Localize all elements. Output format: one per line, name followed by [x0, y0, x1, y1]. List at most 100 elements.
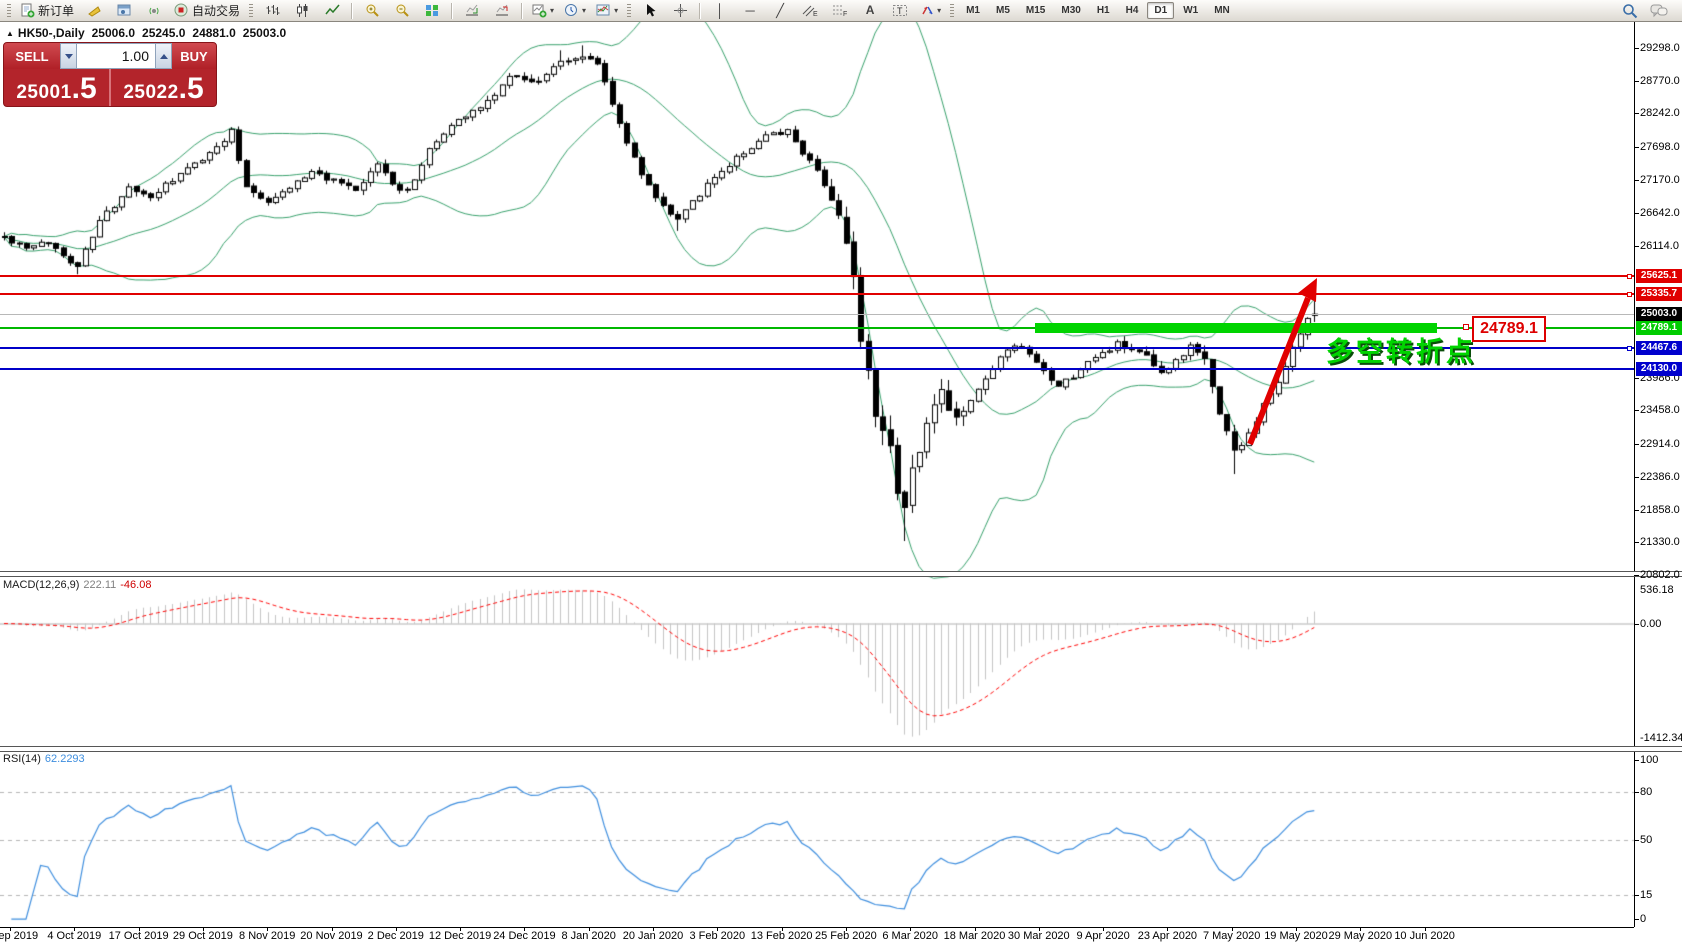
timeframe-m15[interactable]: M15 — [1025, 5, 1046, 16]
vertical-line-tool[interactable]: │ — [706, 0, 734, 22]
timeframe-m5[interactable]: M5 — [996, 5, 1010, 16]
auto-trading-button[interactable]: 自动交易 — [170, 0, 244, 22]
price-level-line[interactable] — [0, 326, 1634, 329]
level-anchor-marker[interactable] — [1627, 291, 1632, 297]
date-axis-label: 29 May 2020 — [1328, 930, 1393, 942]
templates-button[interactable]: ▾ — [592, 0, 622, 22]
auto-trading-label: 自动交易 — [192, 4, 241, 18]
date-axis-label: 18 Mar 2020 — [943, 930, 1006, 942]
crosshair-tool-button[interactable] — [666, 0, 694, 22]
level-anchor-marker[interactable] — [1627, 273, 1632, 279]
arrows-tool[interactable]: ▾ — [916, 0, 945, 22]
chart-shift-button[interactable] — [488, 0, 516, 22]
text-icon: A — [865, 3, 875, 17]
pane-separator[interactable] — [0, 746, 1682, 752]
timeframe-h4[interactable]: H4 — [1125, 5, 1139, 16]
horizontal-line-tool[interactable]: ─ — [736, 0, 764, 22]
price-axis-label: 28770.0 — [1640, 74, 1680, 87]
fibonacci-icon: F — [833, 5, 847, 18]
sell-button[interactable]: SELL — [4, 43, 60, 69]
indicators-button[interactable]: ▾ — [528, 0, 558, 22]
timeframe-m1[interactable]: M1 — [966, 5, 980, 16]
text-label-tool[interactable]: T — [886, 0, 914, 22]
date-axis-label: 20 Nov 2019 — [300, 930, 363, 942]
price-axis-label: 26114.0 — [1640, 239, 1679, 252]
search-icon[interactable] — [1622, 3, 1638, 19]
line-chart-button[interactable] — [318, 0, 346, 22]
timeframe-h1[interactable]: H1 — [1096, 5, 1110, 16]
chart-title[interactable]: ▲ HK50-,Daily 25006.0 25245.0 24881.0 25003.0 — [6, 26, 293, 40]
zoom-in-icon — [366, 4, 379, 17]
new-order-button[interactable]: 新订单 — [16, 0, 78, 22]
timeframe-w1[interactable]: W1 — [1183, 5, 1199, 16]
symbol-period-label: HK50-,Daily — [17, 26, 85, 40]
fibonacci-tool[interactable]: F — [826, 0, 854, 22]
price-level-line[interactable] — [0, 274, 1634, 277]
volume-input[interactable]: 1.00 — [77, 43, 155, 69]
level-anchor-marker[interactable] — [1627, 345, 1632, 351]
channel-tool[interactable]: E — [796, 0, 824, 22]
price-level-line[interactable] — [0, 367, 1634, 370]
toolbar-grip[interactable] — [249, 3, 254, 18]
date-axis-tick — [1296, 927, 1297, 931]
volume-increase-button[interactable] — [155, 43, 172, 69]
collapse-triangle-icon[interactable]: ▲ — [6, 29, 14, 38]
macd-axis-label: -1412.34 — [1640, 732, 1682, 744]
chat-icon[interactable] — [1650, 3, 1668, 19]
alerts-button[interactable] — [80, 0, 108, 22]
trend-arrow[interactable] — [1236, 266, 1332, 458]
timeframe-d1[interactable]: D1 — [1147, 2, 1175, 19]
price-axis-label: 28242.0 — [1640, 107, 1680, 120]
price-axis-label: 22386.0 — [1640, 470, 1680, 483]
price-annotation-box[interactable]: 24789.1 — [1472, 316, 1546, 342]
toolbar-grip[interactable] — [627, 3, 632, 18]
zoom-out-button[interactable] — [388, 0, 416, 22]
rsi-axis-label: 100 — [1640, 753, 1659, 766]
date-axis-label: 6 Mar 2020 — [882, 930, 939, 942]
pane-separator[interactable] — [0, 571, 1682, 577]
rsi-axis-tick — [1634, 895, 1639, 897]
price-axis-tick — [1634, 410, 1639, 412]
tile-windows-button[interactable] — [418, 0, 446, 22]
candlestick-chart-button[interactable] — [288, 0, 316, 22]
price-badge: 24789.1 — [1636, 320, 1682, 335]
date-axis-label: 19 May 2020 — [1264, 930, 1328, 942]
date-axis-label: 10 Jun 2020 — [1394, 930, 1455, 942]
date-axis-tick — [524, 927, 525, 931]
date-axis-tick — [267, 927, 268, 931]
svg-text:E: E — [813, 11, 818, 18]
cursor-tool-button[interactable] — [636, 0, 664, 22]
support-resistance-bar[interactable] — [1035, 322, 1437, 333]
toolbar-grip[interactable] — [950, 3, 955, 18]
date-axis-tick — [1039, 927, 1040, 931]
toolbar-grip[interactable] — [7, 3, 11, 18]
periods-button[interactable]: ▾ — [560, 0, 590, 22]
date-axis-label: 9 Apr 2020 — [1076, 930, 1130, 942]
timeframe-mn[interactable]: MN — [1214, 5, 1230, 16]
zoom-out-icon — [396, 4, 409, 17]
toolbar-separator — [699, 2, 702, 19]
buy-button[interactable]: BUY — [172, 43, 216, 69]
line-anchor-marker[interactable] — [1463, 324, 1469, 330]
price-axis-tick — [1634, 542, 1639, 544]
auto-scroll-button[interactable] — [458, 0, 486, 22]
timeframe-m30[interactable]: M30 — [1061, 5, 1081, 16]
turning-point-text[interactable]: 多空转折点 — [1326, 337, 1476, 367]
price-level-line[interactable] — [0, 292, 1634, 295]
zoom-in-button[interactable] — [358, 0, 386, 22]
auto-scroll-icon — [465, 4, 478, 16]
trendline-tool[interactable]: ╱ — [766, 0, 794, 22]
signals-button[interactable] — [140, 0, 168, 22]
dropdown-caret-icon: ▾ — [582, 5, 587, 15]
price-axis-tick — [1634, 80, 1639, 82]
text-tool[interactable]: A — [856, 0, 884, 22]
bar-chart-button[interactable] — [258, 0, 286, 22]
price-level-line[interactable] — [0, 313, 1634, 315]
price-level-line[interactable] — [0, 346, 1634, 349]
price-axis-label: 26642.0 — [1640, 206, 1680, 219]
volume-decrease-button[interactable] — [60, 43, 77, 69]
terminal-button[interactable] — [110, 0, 138, 22]
price-badge: 25625.1 — [1636, 268, 1682, 283]
